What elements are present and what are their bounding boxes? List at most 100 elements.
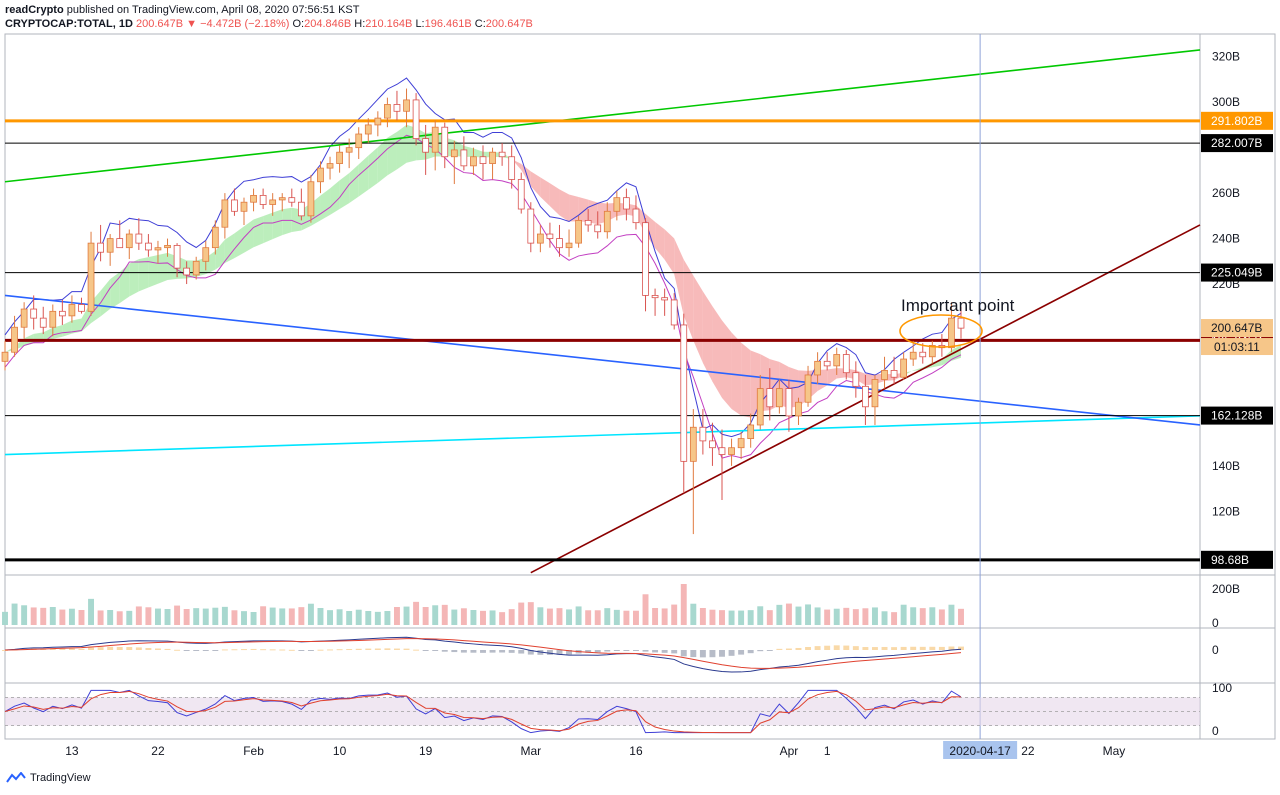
ma-ribbon-segment xyxy=(559,189,570,222)
ma-ribbon-segment xyxy=(712,306,722,398)
volume-bar xyxy=(374,611,381,625)
candle-body xyxy=(374,117,382,126)
ma-ribbon-segment xyxy=(540,177,550,207)
macd-histogram-bar xyxy=(824,645,831,650)
macd-histogram-bar xyxy=(2,650,8,651)
candle-body xyxy=(957,317,965,329)
ma-ribbon-segment xyxy=(234,226,244,259)
macd-histogram-bar xyxy=(317,649,324,651)
volume-bar xyxy=(900,604,907,625)
symbol-name[interactable]: CRYPTOCAP:TOTAL, 1D xyxy=(5,18,133,30)
crosshair-date-label: 2020-04-17 xyxy=(949,744,1011,758)
candle-body xyxy=(20,308,28,328)
volume-bar xyxy=(852,609,859,625)
volume-bar xyxy=(97,610,104,625)
ma-ribbon-segment xyxy=(272,209,283,240)
volume-bar xyxy=(594,610,601,625)
annotation-text[interactable]: Important point xyxy=(901,296,1015,315)
candle-body xyxy=(517,179,525,210)
level-label: 162.128B xyxy=(1211,409,1262,423)
tradingview-logo[interactable]: TradingView xyxy=(6,772,91,784)
macd-histogram-bar xyxy=(680,650,687,657)
ma-ribbon-segment xyxy=(530,171,541,197)
candle-body xyxy=(651,295,659,299)
volume-bar xyxy=(21,605,28,625)
volume-bar xyxy=(891,612,898,625)
macd-histogram-bar xyxy=(413,649,420,651)
macd-histogram-bar xyxy=(508,650,515,653)
level-label: 291.802B xyxy=(1211,114,1262,128)
candle-body xyxy=(785,388,793,417)
candle-body xyxy=(297,201,305,217)
ma-ribbon-segment xyxy=(741,342,751,418)
volume-bar xyxy=(833,608,840,625)
level-label-bg xyxy=(1201,406,1273,425)
macd-histogram-bar xyxy=(202,650,209,651)
volume-bar xyxy=(355,609,362,625)
time-tick-label: 13 xyxy=(65,744,79,758)
ma-ribbon-segment xyxy=(129,259,139,297)
candle-body xyxy=(565,242,573,249)
macd-histogram-bar xyxy=(738,650,745,655)
annotation-ellipse[interactable] xyxy=(899,314,983,348)
volume-bar xyxy=(279,608,286,625)
time-tick-label: 19 xyxy=(419,744,433,758)
candle-body xyxy=(919,351,927,358)
candle-body xyxy=(11,326,18,353)
candle-body xyxy=(909,351,917,360)
macd-histogram-bar xyxy=(78,648,85,650)
volume-bar xyxy=(183,609,190,625)
volume-bar xyxy=(250,612,257,625)
candle-body xyxy=(1,351,9,362)
level-label-bg xyxy=(1201,111,1273,130)
volume-bar xyxy=(145,607,152,625)
candle-body xyxy=(795,401,802,417)
macd-histogram-bar xyxy=(59,648,66,650)
stoch-d-line xyxy=(4,690,962,734)
macd-histogram-bar xyxy=(432,650,439,651)
candle-body xyxy=(756,388,764,426)
ma-ribbon-segment xyxy=(253,216,264,248)
price-tick-label: 300B xyxy=(1212,95,1240,109)
open-value: 204.846B xyxy=(304,18,352,30)
macd-histogram-bar xyxy=(441,650,448,652)
macd-histogram-bar xyxy=(843,645,850,650)
tradingview-logo-icon xyxy=(6,772,26,783)
price-tick-label: 240B xyxy=(1212,232,1240,246)
macd-histogram-bar xyxy=(814,646,821,650)
volume-bar xyxy=(652,608,659,625)
rsi-tick-label: 100 xyxy=(1212,681,1232,695)
candle-body xyxy=(164,244,171,249)
candle-body xyxy=(642,222,649,296)
macd-histogram-bar xyxy=(49,648,56,650)
macd-histogram-bar xyxy=(480,650,486,653)
time-tick-label: 22 xyxy=(151,744,165,758)
countdown-bg xyxy=(1201,338,1273,356)
macd-histogram-bar xyxy=(88,647,95,650)
volume-bar xyxy=(11,603,18,625)
ma-ribbon-segment xyxy=(674,238,684,316)
macd-histogram-bar xyxy=(221,649,228,651)
macd-histogram-bar xyxy=(269,649,276,651)
candle-body xyxy=(135,233,143,244)
macd-histogram-bar xyxy=(250,648,257,650)
volume-bar xyxy=(814,607,821,625)
candle-body xyxy=(948,317,955,349)
macd-histogram-bar xyxy=(193,650,200,651)
ma-ribbon-segment xyxy=(71,318,82,334)
candle-body xyxy=(106,238,114,253)
macd-signal-line xyxy=(4,638,962,669)
volume-bar xyxy=(260,606,267,625)
candle-body xyxy=(259,194,267,205)
volume-bar xyxy=(193,608,200,625)
macd-tick-label: 0 xyxy=(1212,643,1219,657)
volume-bar xyxy=(298,607,305,625)
macd-histogram-bar xyxy=(604,650,611,652)
macd-histogram-bar xyxy=(126,646,133,650)
publisher-name[interactable]: readCrypto xyxy=(5,4,64,16)
macd-histogram-bar xyxy=(871,647,878,650)
volume-bar xyxy=(403,606,410,625)
level-label: 282.007B xyxy=(1211,136,1262,150)
candle-body xyxy=(87,242,95,312)
